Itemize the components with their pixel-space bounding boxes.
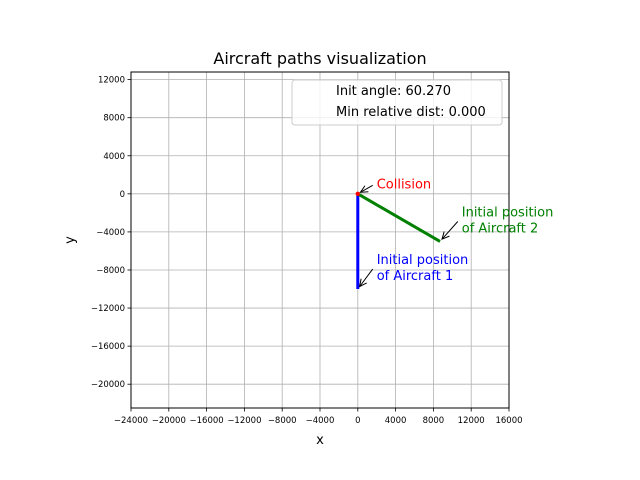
annotation-arrow [441,221,459,240]
annotation-label: Initial position [377,253,469,268]
x-tick-label: −20000 [152,416,186,426]
series-layer [355,191,441,290]
annotation-label: of Aircraft 2 [462,221,539,236]
x-tick-label: −12000 [227,416,261,426]
y-tick-label: −4000 [96,228,125,238]
x-tick-label: 4000 [385,416,407,426]
legend-entry-min-relative-dist: Min relative dist: 0.000 [336,105,486,120]
annotation-arrowhead [441,231,450,241]
annotation-arrowhead [358,278,367,288]
annotation-arrow [359,268,374,287]
annotation-label: of Aircraft 1 [377,269,454,284]
y-tick-label: 0 [120,190,125,200]
annotation-arrow [360,184,373,193]
y-tick-label: −20000 [91,380,125,390]
y-tick-label: 8000 [103,114,125,124]
legend-entry-init-angle: Init angle: 60.270 [336,84,451,99]
collision-point [355,191,360,197]
y-axis-label: y [63,236,78,244]
x-tick-label: 16000 [495,416,522,426]
x-tick-label: −4000 [306,416,335,426]
y-tick-label: −16000 [91,342,125,352]
axis-ticks: −24000 −20000 −16000 −12000 −8000 −4000 0 4000 8… [91,76,523,426]
y-tick-label: −12000 [91,304,125,314]
x-tick-label: −24000 [114,416,148,426]
x-tick-label: 0 [355,416,360,426]
x-tick-label: 8000 [423,416,445,426]
annotation-label: Initial position [462,205,554,220]
y-tick-label: 4000 [103,152,125,162]
aircraft-2-path [357,192,441,243]
x-tick-label: −16000 [190,416,224,426]
legend-box [291,79,503,126]
annotation-label: Collision [377,177,431,192]
y-tick-label: −8000 [96,266,125,276]
legend: Init angle: 60.270 Min relative dist: 0.… [291,79,503,126]
chart-title: Aircraft paths visualization [213,49,426,68]
x-tick-label: 12000 [458,416,485,426]
x-axis-label: x [316,433,324,448]
y-tick-label: 12000 [98,76,125,86]
annotation-arrowhead [359,185,369,193]
x-tick-label: −8000 [268,416,297,426]
